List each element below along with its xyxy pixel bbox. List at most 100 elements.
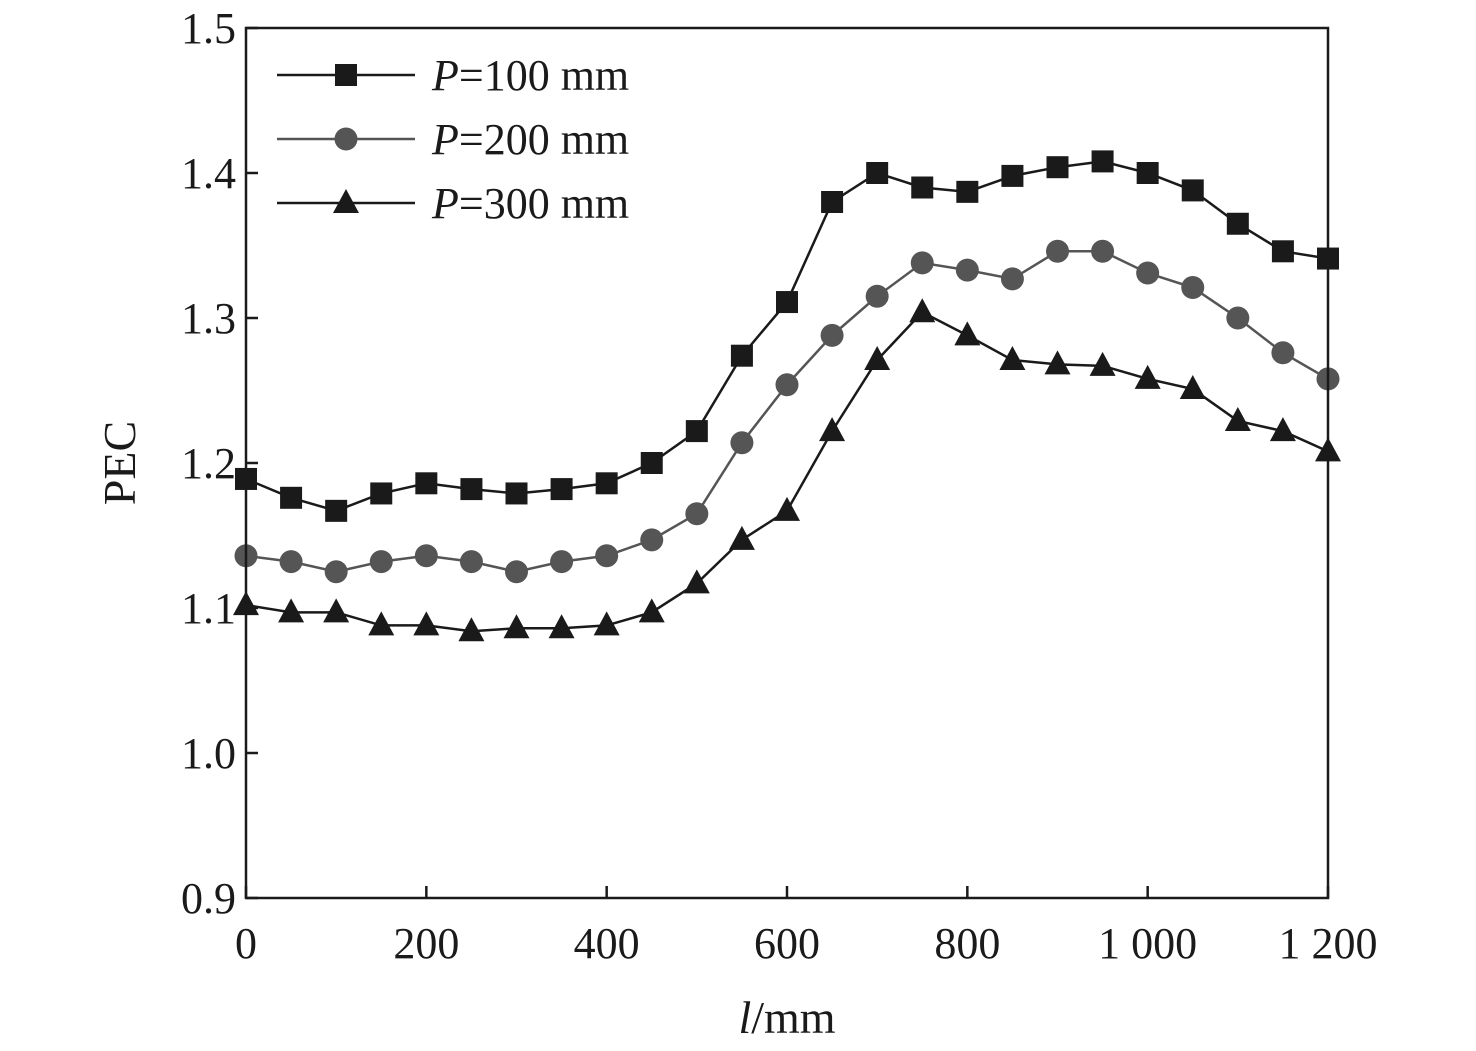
data-point (956, 180, 979, 203)
data-point (774, 496, 800, 521)
data-point (548, 614, 575, 639)
data-point (505, 560, 528, 584)
x-axis-title-var: l (738, 992, 751, 1043)
legend-label-var: P (431, 51, 459, 100)
axes: 0 200 400 600 800 1 000 1 200 0.9 1.0 1.1 1.2 1.3 1.… (181, 4, 1378, 968)
legend-marker (334, 127, 358, 151)
legend: P=100 mmP=200 mmP=300 mm (277, 51, 629, 228)
data-point (640, 528, 664, 552)
data-point (638, 598, 665, 623)
data-point (505, 482, 528, 505)
data-point (1091, 239, 1115, 263)
data-point (775, 373, 799, 397)
legend-label-var: P (431, 115, 459, 164)
series-2 (234, 239, 1340, 584)
data-point (865, 284, 889, 308)
data-point (1134, 364, 1161, 389)
x-tick-label: 600 (754, 919, 820, 968)
x-tick-label: 400 (574, 919, 640, 968)
legend-marker (333, 189, 359, 213)
x-tick-label: 0 (235, 919, 257, 968)
data-point (1271, 341, 1295, 365)
series-line (245, 160, 1329, 513)
y-axis-title: PEC (94, 421, 145, 505)
data-point (640, 452, 663, 474)
data-point (503, 614, 530, 639)
data-point (910, 251, 934, 275)
data-point (866, 162, 889, 184)
data-point (1046, 239, 1069, 263)
y-tick-label: 1.3 (181, 294, 236, 343)
data-point (954, 321, 981, 346)
legend-entry-2: P=200 mm (277, 115, 629, 164)
data-point (593, 611, 620, 636)
series-3 (233, 298, 1341, 642)
data-point (1226, 306, 1250, 330)
data-point (864, 346, 891, 371)
data-point (1226, 212, 1249, 235)
series-line (245, 310, 1329, 633)
y-tick-label: 1.5 (181, 4, 236, 53)
data-point (550, 478, 573, 501)
data-point (370, 482, 393, 505)
data-point (460, 478, 483, 501)
legend-entry-3: P=300 mm (277, 179, 629, 228)
data-point (1001, 164, 1024, 187)
legend-label-var: P (431, 179, 459, 228)
data-point (595, 544, 619, 568)
data-point (413, 611, 440, 636)
data-point (1089, 351, 1116, 376)
data-point (279, 550, 303, 574)
x-axis-title: l/mm (738, 992, 835, 1043)
x-tick-label: 800 (934, 919, 1000, 968)
x-axis-title-unit: /mm (751, 992, 836, 1043)
data-point (1181, 276, 1205, 300)
data-point (821, 191, 844, 213)
plot-area (233, 150, 1341, 642)
data-point (1181, 179, 1204, 202)
x-tick-label: 1 000 (1098, 919, 1197, 968)
series-1 (235, 150, 1339, 522)
x-tick-label: 200 (393, 919, 459, 968)
data-point (278, 598, 305, 623)
legend-label: P=100 mm (431, 51, 629, 100)
data-point (1224, 406, 1251, 431)
x-tick-label: 1 200 (1279, 919, 1378, 968)
data-point (685, 420, 708, 443)
data-point (1179, 375, 1206, 400)
data-point (1091, 150, 1114, 173)
legend-label-value: =300 mm (459, 179, 629, 228)
data-point (820, 323, 844, 347)
data-point (1046, 156, 1069, 179)
y-tick-label: 1.0 (181, 729, 236, 778)
data-point (323, 598, 350, 623)
data-point (730, 431, 754, 455)
data-point (325, 499, 348, 522)
data-point (280, 486, 303, 509)
data-point (1044, 350, 1071, 375)
data-point (685, 502, 709, 526)
data-point (683, 569, 710, 594)
data-point (550, 550, 574, 574)
data-point (730, 344, 753, 367)
legend-label-value: =200 mm (459, 115, 629, 164)
y-tick-label: 1.4 (181, 149, 236, 198)
data-point (369, 550, 393, 574)
legend-label: P=300 mm (431, 179, 629, 228)
data-point (458, 617, 485, 642)
data-point (1269, 417, 1296, 442)
data-point (1271, 240, 1294, 263)
data-point (414, 544, 438, 568)
data-point (1136, 162, 1159, 184)
data-point (459, 550, 483, 574)
data-point (819, 417, 846, 442)
data-point (1000, 267, 1024, 291)
legend-label-value: =100 mm (459, 51, 629, 100)
data-point (728, 525, 755, 550)
data-point (324, 560, 348, 584)
data-point (776, 291, 798, 314)
legend-label: P=200 mm (431, 115, 629, 164)
data-point (595, 472, 618, 495)
data-point (911, 176, 934, 199)
